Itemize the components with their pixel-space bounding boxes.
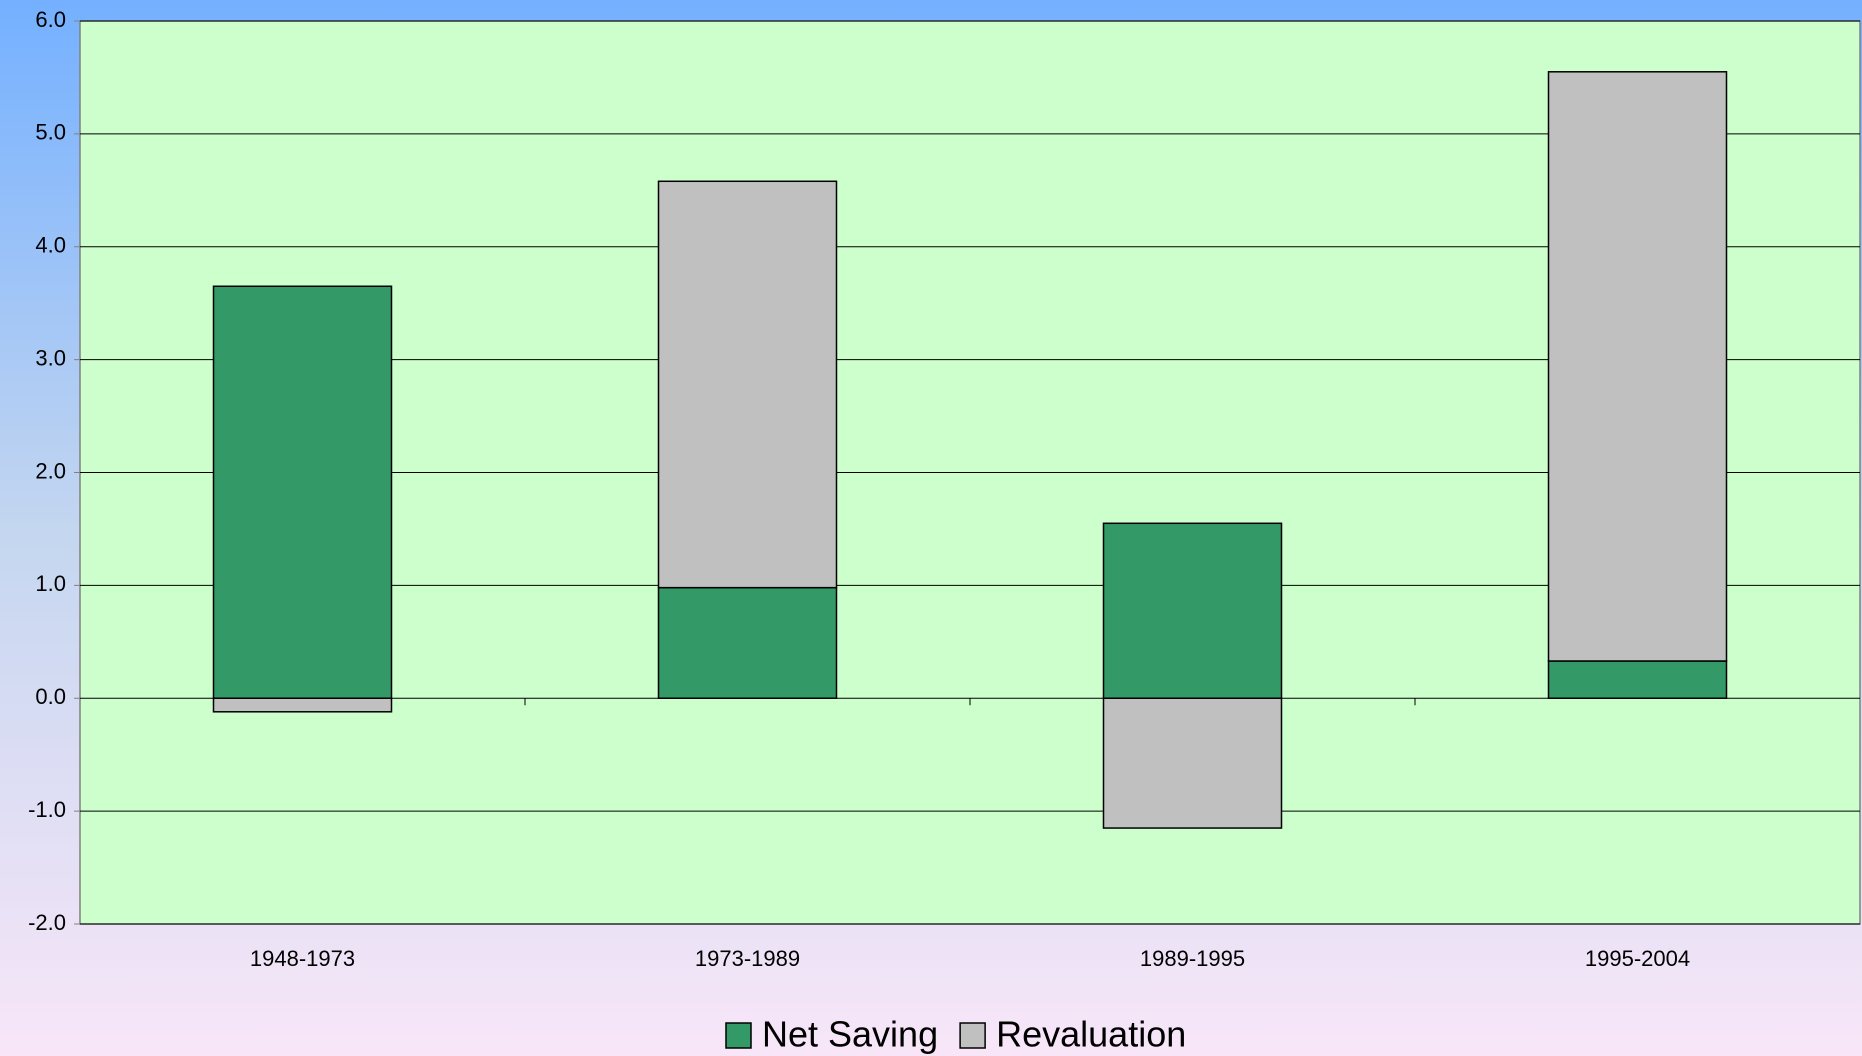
bar-segment <box>212 697 393 713</box>
y-tick-label: 0.0 <box>35 684 66 709</box>
y-tick-label: 3.0 <box>35 345 66 370</box>
legend-swatch <box>959 1022 986 1049</box>
y-tick-label: -2.0 <box>28 910 66 935</box>
x-tick-label: 1973-1989 <box>695 946 800 971</box>
bar-segment <box>1547 660 1728 699</box>
y-tick-label: 5.0 <box>35 120 66 145</box>
x-tick-label: 1989-1995 <box>1140 946 1245 971</box>
bar-segment <box>212 285 393 699</box>
y-tick-label: -1.0 <box>28 797 66 822</box>
y-tick-label: 6.0 <box>35 7 66 32</box>
y-tick-label: 1.0 <box>35 571 66 596</box>
legend-label: Revaluation <box>996 1014 1186 1055</box>
legend-swatch <box>725 1022 752 1049</box>
bar-segment <box>657 180 838 589</box>
x-tick-label: 1948-1973 <box>250 946 355 971</box>
x-tick-label: 1995-2004 <box>1585 946 1690 971</box>
bar-segment <box>657 586 838 700</box>
bar-segment <box>1102 522 1283 700</box>
bar-segment <box>1547 71 1728 662</box>
y-tick-label: 4.0 <box>35 233 66 258</box>
y-tick-label: 2.0 <box>35 458 66 483</box>
legend-label: Net Saving <box>762 1014 938 1055</box>
bar-segment <box>1102 697 1283 829</box>
